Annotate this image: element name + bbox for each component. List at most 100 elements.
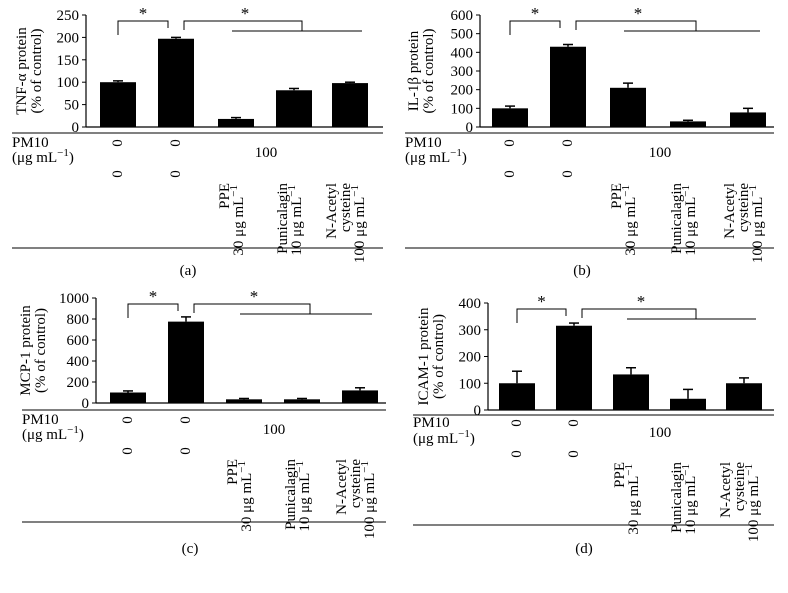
treatment-line1: PPE <box>612 462 628 488</box>
row1-value-text: 0 <box>566 419 582 427</box>
row1-value-2: 0 <box>178 416 194 424</box>
row2-value-2: 0 <box>560 170 576 178</box>
y-tick-label: 200 <box>57 30 80 46</box>
row1-unit-exp: −1 <box>57 147 69 159</box>
y-axis-title-line2: (% of control) <box>431 314 447 399</box>
treatment-line2-base: 30 μg mL <box>239 473 255 532</box>
y-tick-label: 150 <box>57 53 80 69</box>
y-tick-label: 400 <box>451 45 474 61</box>
row1-unit-suffix: ) <box>470 431 475 447</box>
treatment-line1: PPE <box>609 183 625 209</box>
sig-bracket-1 <box>127 303 179 318</box>
treatment-line3-base: 100 μg mL <box>362 473 378 539</box>
sig-star-2: * <box>241 4 250 23</box>
treatment-line1: Punicalagin <box>669 183 685 254</box>
treatment-line2-exp: −1 <box>623 464 635 476</box>
treatment-line1: Punicalagin <box>283 459 299 530</box>
bar-1 <box>492 108 528 127</box>
sig-bracket-2 <box>183 20 303 31</box>
row2-value-text: 0 <box>502 170 518 178</box>
treatment-line2-exp: −1 <box>620 185 632 197</box>
sig-star-2: * <box>637 292 646 311</box>
y-tick-label: 200 <box>451 83 474 99</box>
sig-bracket-2 <box>581 308 697 319</box>
row2-value-text: 0 <box>509 450 525 458</box>
row2-value-1: 0 <box>509 450 525 458</box>
sig-star-2: * <box>634 4 643 23</box>
treatment-line2-base: 10 μg mL <box>683 476 699 535</box>
y-tick-label: 0 <box>72 120 80 136</box>
treatment-line2: 30 μg mL−1 <box>228 185 247 256</box>
y-tick-label: 100 <box>451 101 474 117</box>
y-tick-label: 0 <box>82 396 90 412</box>
row1-unit: (μg mL−1) <box>22 424 84 443</box>
bar-3 <box>613 374 649 410</box>
row1-unit-prefix: (μg mL <box>413 431 458 447</box>
y-axis-title: ICAM-1 protein (% of control) <box>416 307 447 405</box>
row2-value-text: 0 <box>178 447 194 455</box>
chart-panel-1: 0 50 100 150 200 250 TNF-α protein (% of contro… <box>12 4 383 279</box>
row2-value-1: 0 <box>502 170 518 178</box>
y-tick-label: 100 <box>459 376 482 392</box>
sig-star-1: * <box>537 292 546 311</box>
chart-panel-2: 0 100 200 300 400 500 600 IL-1β protein (% of co… <box>405 4 774 279</box>
y-axis-title-line1: ICAM-1 protein <box>416 307 432 405</box>
row1-label: PM10 <box>405 135 442 151</box>
bar-4 <box>284 399 320 403</box>
y-tick-label: 300 <box>451 64 474 80</box>
y-tick-label: 50 <box>64 98 79 114</box>
y-axis-title-line1: IL-1β protein <box>406 30 422 111</box>
y-tick-label: 0 <box>466 120 474 136</box>
bar-2 <box>550 46 586 127</box>
row1-unit-suffix: ) <box>79 427 84 443</box>
y-tick-label: 100 <box>57 75 80 91</box>
y-axis-title: MCP-1 protein (% of control) <box>18 305 49 396</box>
row1-unit: (μg mL−1) <box>12 147 74 166</box>
row2-value-1: 0 <box>120 447 136 455</box>
row1-value-1: 0 <box>509 419 525 427</box>
row1-value-2: 0 <box>560 139 576 147</box>
treatment-line3-base: 100 μg mL <box>352 197 368 263</box>
row1-unit-exp: −1 <box>458 428 470 440</box>
bar-1 <box>100 82 136 127</box>
treatment-line2: 30 μg mL−1 <box>236 461 255 532</box>
row1-unit-prefix: (μg mL <box>22 427 67 443</box>
row2-value-text: 0 <box>120 447 136 455</box>
row1-label: PM10 <box>413 415 450 431</box>
row1-value-3: 100 <box>649 145 672 161</box>
treatment-line2: cysteine <box>736 183 752 232</box>
row1-unit-suffix: ) <box>69 150 74 166</box>
treatment-line2-base: 30 μg mL <box>626 476 642 535</box>
bar-1 <box>110 392 146 403</box>
row2-value-2: 0 <box>178 447 194 455</box>
treatment-line2-base: 10 μg mL <box>297 473 313 532</box>
treatment-line2: cysteine <box>338 183 354 232</box>
bar-4 <box>670 398 706 410</box>
y-axis-title-line1: MCP-1 protein <box>18 305 34 396</box>
row2-value-text: 0 <box>560 170 576 178</box>
row1-value-text: 0 <box>560 139 576 147</box>
row1-unit-prefix: (μg mL <box>405 150 450 166</box>
row2-value-2: 0 <box>168 170 184 178</box>
y-tick-label: 600 <box>67 333 90 349</box>
row1-unit-prefix: (μg mL <box>12 150 57 166</box>
treatment-line3: 100 μg mL−1 <box>349 185 368 263</box>
y-tick-label: 600 <box>451 8 474 24</box>
row1-unit-exp: −1 <box>67 424 79 436</box>
chart-panel-4: 0 100 200 300 400 ICAM-1 protein (% of control… <box>413 292 774 557</box>
treatment-line2-exp: −1 <box>680 185 692 197</box>
treatment-line3: 100 μg mL−1 <box>743 464 762 542</box>
treatment-line2: 10 μg mL−1 <box>680 464 699 535</box>
treatment-line2-exp: −1 <box>228 185 240 197</box>
treatment-line1: N-Acetyl <box>324 183 340 239</box>
treatment-line2: 30 μg mL−1 <box>623 464 642 535</box>
row1-value-2: 0 <box>168 139 184 147</box>
row1-value-3: 100 <box>649 425 672 441</box>
